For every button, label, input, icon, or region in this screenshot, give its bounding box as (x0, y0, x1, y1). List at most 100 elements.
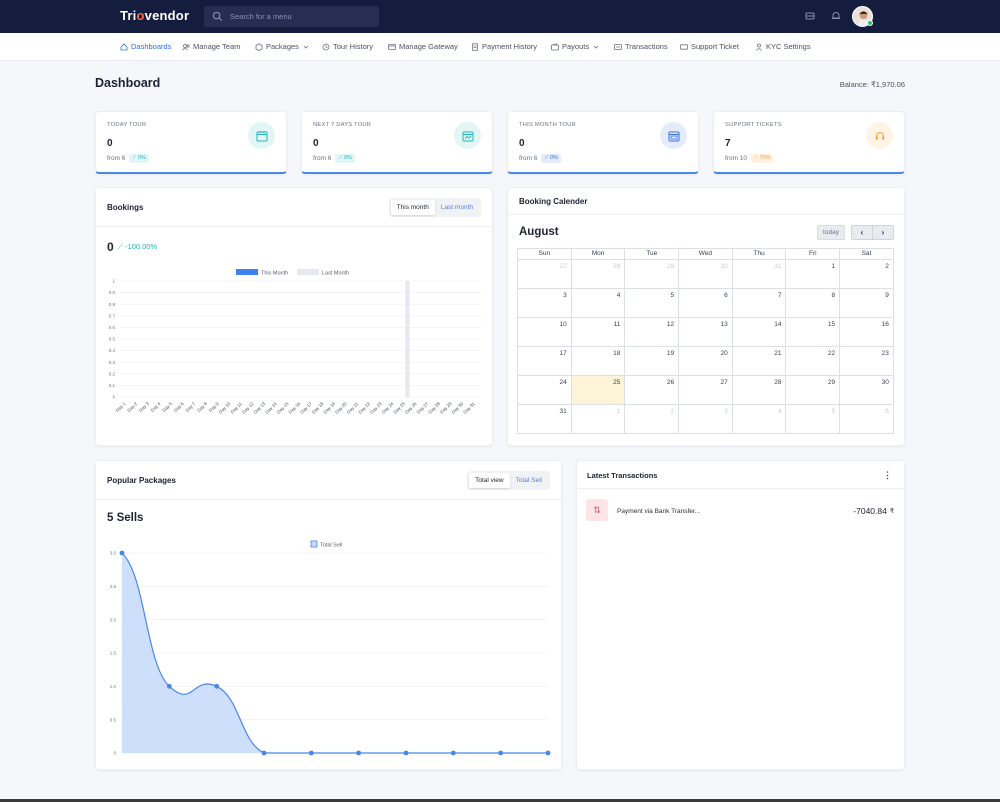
nav-transactions[interactable]: Transactions (614, 42, 668, 51)
bookings-card: Bookings This month Last month 0 ⟋ -100.… (95, 187, 493, 446)
calendar-month: August (519, 226, 559, 238)
inbox-icon[interactable] (805, 11, 815, 21)
today-button[interactable]: today (817, 225, 845, 240)
weekday-header: Thu (731, 248, 787, 260)
calendar-day[interactable]: 18 (570, 346, 626, 376)
prev-month-button[interactable]: ‹ (851, 225, 873, 240)
ticket-icon (680, 43, 688, 50)
x-tick-label: Day 6 (173, 401, 185, 413)
calendar-day[interactable]: 26 (624, 375, 680, 405)
weekday-header: Sun (517, 248, 572, 260)
transaction-label[interactable]: Payment via Bank Transfer... (617, 508, 701, 515)
nav-manage-gateway[interactable]: Manage Gateway (388, 42, 458, 51)
stat-label: SUPPORT TICKETS (725, 122, 782, 128)
stat-card-support-tickets: SUPPORT TICKETS 7 from 10 ⟋ 70% (713, 111, 905, 174)
calendar-day[interactable]: 4 (731, 404, 787, 434)
calendar-day[interactable]: 1 (785, 259, 841, 289)
calendar-day[interactable]: 8 (785, 288, 841, 318)
calendar-day[interactable]: 29 (624, 259, 680, 289)
nav-manage-team[interactable]: Manage Team (182, 42, 240, 51)
balance: Balance: ₹1,970.06 (839, 80, 905, 89)
calendar-day[interactable]: 28 (731, 375, 787, 405)
next-month-button[interactable]: › (872, 225, 894, 240)
calendar-day[interactable]: 13 (678, 317, 733, 347)
x-tick-label: Day 8 (196, 401, 208, 413)
calendar-day[interactable]: 3 (517, 288, 572, 318)
bar (405, 281, 410, 397)
calendar-day[interactable]: 1 (570, 404, 626, 434)
online-status-dot (867, 20, 873, 26)
tab-total-sell[interactable]: Total Sell (515, 477, 542, 484)
calendar-day[interactable]: 6 (678, 288, 733, 318)
area-fill (122, 553, 548, 753)
calendar-day[interactable]: 6 (839, 404, 894, 434)
calendar-day[interactable]: 31 (517, 404, 572, 434)
calendar-day[interactable]: 4 (570, 288, 626, 318)
x-tick-label: Day 10 (218, 401, 232, 415)
bookings-change: ⟋ -100.00% (117, 242, 158, 251)
chevron-right-icon: › (881, 228, 885, 237)
calendar-day[interactable]: 22 (785, 346, 841, 376)
stat-value: 0 (519, 138, 525, 149)
calendar-day[interactable]: 7 (731, 288, 787, 318)
calendar-day[interactable]: 31 (731, 259, 787, 289)
search-input[interactable]: Search for a menu (204, 6, 379, 27)
calendar-day[interactable]: 10 (517, 317, 572, 347)
x-tick-label: Day 7 (185, 401, 197, 413)
nav-tour-history[interactable]: Tour History (322, 42, 373, 51)
nav-support-ticket[interactable]: Support Ticket (680, 42, 739, 51)
stat-from: from 10 (725, 155, 748, 162)
nav-packages[interactable]: Packages (255, 42, 310, 51)
y-tick-label: 0.9 (109, 290, 116, 295)
tab-this-month[interactable]: This month (390, 200, 435, 215)
calendar-day[interactable]: 16 (839, 317, 894, 347)
nav-kyc-settings[interactable]: KYC Settings (755, 42, 811, 51)
calendar-day[interactable]: 24 (517, 375, 572, 405)
data-point (214, 683, 220, 689)
calendar-day[interactable]: 14 (731, 317, 787, 347)
calendar-day[interactable]: 23 (839, 346, 894, 376)
main-nav: Dashboards Manage Team Packages Tour His… (0, 33, 1000, 61)
y-tick-label: 2.0 (110, 617, 117, 622)
logo[interactable]: Triovendor (120, 8, 190, 23)
receipt-icon (472, 42, 478, 51)
calendar-week-icon (454, 122, 481, 149)
calendar-day[interactable]: 25 (570, 375, 626, 405)
stat-label: TODAY TOUR (107, 122, 147, 128)
calendar-day[interactable]: 27 (678, 375, 733, 405)
nav-payouts[interactable]: Payouts (551, 42, 600, 51)
calendar-day[interactable]: 2 (624, 404, 680, 434)
calendar-day[interactable]: 5 (785, 404, 841, 434)
y-tick-label: 0.5 (110, 717, 117, 722)
tab-total-view[interactable]: Total view (469, 473, 510, 488)
calendar-day[interactable]: 20 (678, 346, 733, 376)
calendar-day[interactable]: 27 (517, 259, 572, 289)
calendar-day[interactable]: 21 (731, 346, 787, 376)
calendar-day[interactable]: 19 (624, 346, 680, 376)
y-tick-label: 1.5 (110, 651, 117, 656)
data-point (498, 750, 504, 756)
more-menu-icon[interactable]: ⋮ (883, 470, 892, 480)
calendar-day[interactable]: 12 (624, 317, 680, 347)
calendar-day[interactable]: 5 (624, 288, 680, 318)
y-tick-label: 3.0 (110, 551, 117, 556)
tab-last-month[interactable]: Last month (440, 204, 473, 211)
calendar-day[interactable]: 15 (785, 317, 841, 347)
box-icon (255, 43, 263, 51)
calendar-day[interactable]: 28 (570, 259, 626, 289)
bookings-title: Bookings (107, 203, 144, 212)
calendar-day[interactable]: 11 (570, 317, 626, 347)
calendar-day[interactable]: 2 (839, 259, 894, 289)
swap-icon: ⇅ (586, 499, 608, 521)
nav-dashboards[interactable]: Dashboards (120, 42, 171, 51)
calendar-day[interactable]: 9 (839, 288, 894, 318)
nav-payment-history[interactable]: Payment History (471, 42, 537, 51)
calendar-day[interactable]: 30 (839, 375, 894, 405)
calendar-day[interactable]: 29 (785, 375, 841, 405)
y-tick-label: 2.5 (110, 584, 117, 589)
bell-icon[interactable] (831, 11, 841, 21)
stat-badge: ⟋ 0% (541, 154, 561, 163)
calendar-day[interactable]: 3 (678, 404, 733, 434)
calendar-day[interactable]: 30 (678, 259, 733, 289)
calendar-day[interactable]: 17 (517, 346, 572, 376)
